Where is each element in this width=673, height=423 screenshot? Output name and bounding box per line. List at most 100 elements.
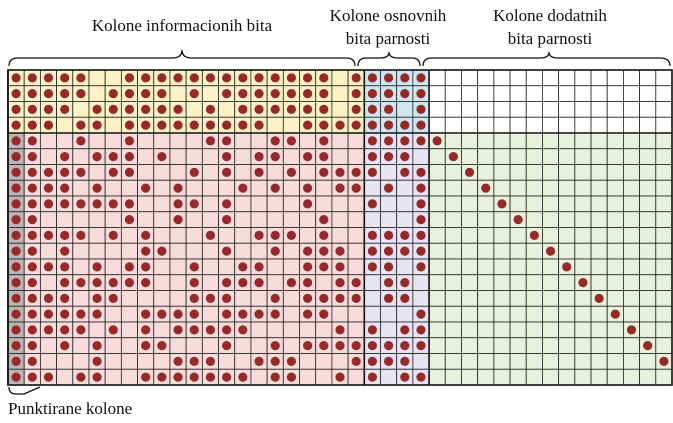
cell: [153, 227, 171, 244]
cell: [590, 321, 608, 339]
cell: [396, 195, 414, 213]
cell: [201, 305, 219, 323]
cell: [542, 227, 560, 244]
cell: [185, 211, 203, 228]
cell: [639, 353, 657, 370]
dot: [189, 293, 199, 303]
cell: [137, 195, 155, 213]
cell: [655, 274, 673, 291]
cell: [153, 353, 171, 370]
cell: [509, 164, 527, 181]
cell: [525, 179, 543, 197]
dot: [92, 309, 102, 319]
cell: [558, 337, 576, 354]
cell: [444, 227, 462, 244]
dot: [141, 104, 151, 114]
dot: [383, 120, 394, 130]
cell: [509, 242, 527, 260]
dot: [400, 293, 410, 303]
dot: [254, 120, 264, 130]
cell: [428, 242, 446, 260]
cell: [606, 195, 624, 213]
cell: [509, 321, 527, 339]
cell: [412, 353, 430, 370]
cell: [282, 321, 300, 339]
cell: [282, 305, 300, 323]
cell: [396, 101, 414, 118]
dot: [351, 293, 361, 303]
cell: [461, 321, 479, 339]
cell: [428, 85, 446, 102]
cell: [461, 69, 479, 87]
cell: [477, 211, 495, 228]
cell: [639, 242, 657, 260]
dot: [319, 167, 329, 177]
dot: [400, 73, 410, 83]
cell: [234, 290, 252, 307]
dot: [319, 293, 329, 303]
dot: [27, 278, 37, 288]
cell: [88, 164, 106, 181]
cell: [88, 321, 106, 339]
cell: [104, 337, 122, 354]
dot: [189, 309, 199, 319]
cell: [477, 132, 495, 150]
cell: [509, 274, 527, 291]
dot: [60, 246, 70, 256]
cell: [493, 211, 511, 228]
cell: [590, 337, 608, 354]
dot: [303, 262, 313, 272]
cell: [623, 368, 641, 386]
dot: [335, 372, 345, 382]
cell: [574, 179, 592, 197]
dot: [108, 152, 118, 162]
dot: [43, 89, 54, 99]
cell: [461, 337, 479, 354]
dot: [92, 293, 102, 303]
dot: [335, 278, 345, 288]
cell: [428, 305, 446, 323]
cell: [137, 132, 155, 150]
cell: [623, 211, 641, 228]
cell: [574, 353, 592, 370]
dot: [108, 199, 118, 209]
dot: [222, 372, 232, 382]
dot: [27, 246, 37, 256]
dot: [238, 262, 248, 272]
extra-label: Kolone dodatnih: [493, 6, 607, 25]
cell: [493, 227, 511, 244]
cell: [412, 148, 430, 165]
cell: [153, 321, 171, 339]
dot: [60, 199, 70, 209]
cell: [558, 227, 576, 244]
cell: [623, 242, 641, 260]
cell: [428, 164, 446, 181]
cell: [266, 274, 284, 291]
cell: [428, 195, 446, 213]
cell: [461, 211, 479, 228]
cell: [590, 132, 608, 150]
dot: [286, 89, 297, 99]
cell: [639, 132, 657, 150]
dot: [76, 278, 86, 288]
cell: [428, 101, 446, 118]
cell: [509, 85, 527, 102]
cell: [120, 227, 138, 244]
cell: [444, 321, 462, 339]
cell: [347, 242, 365, 260]
cell: [509, 337, 527, 354]
cell: [153, 132, 171, 150]
cell: [493, 179, 511, 197]
dot: [335, 246, 345, 256]
cell: [542, 195, 560, 213]
dot: [416, 183, 426, 193]
cell: [639, 305, 657, 323]
cell: [590, 195, 608, 213]
cell: [509, 227, 527, 244]
dot: [335, 262, 345, 272]
cell: [574, 337, 592, 354]
dot: [76, 73, 86, 83]
cell: [331, 148, 349, 165]
cell: [299, 132, 317, 150]
